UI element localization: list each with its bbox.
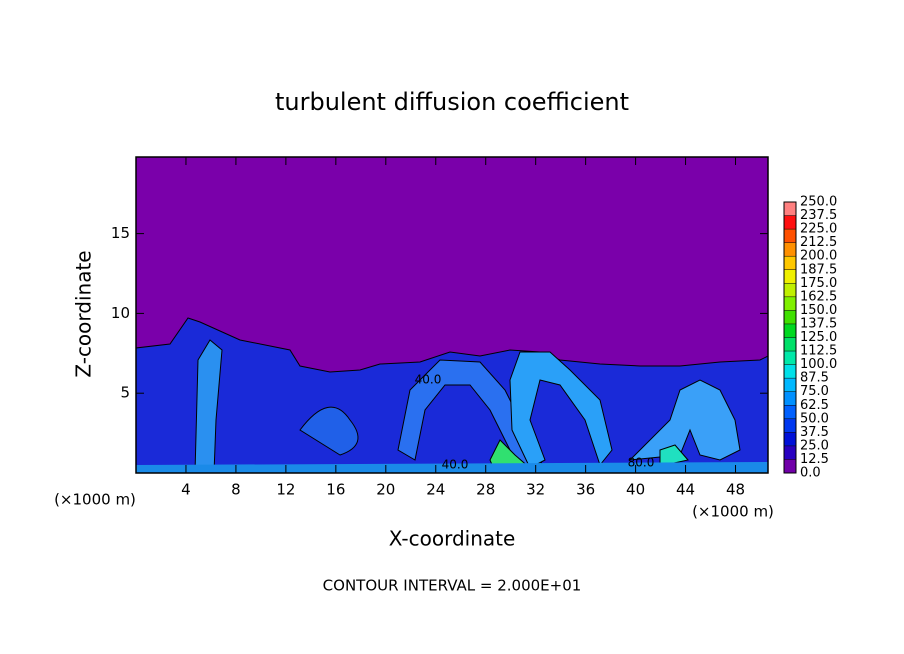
x-tick-label: 40	[626, 481, 645, 499]
colorbar-band	[784, 242, 796, 257]
x-tick-label: 16	[326, 481, 345, 499]
x-unit-label: (×1000 m)	[692, 503, 774, 521]
colorbar-band	[784, 445, 796, 460]
field-plume	[659, 444, 689, 467]
colorbar-band	[784, 418, 796, 433]
colorbar-label: 162.5	[800, 289, 837, 304]
x-tick-label: 28	[476, 481, 495, 499]
chart-title: turbulent diffusion coefficient	[275, 88, 629, 116]
colorbar-label: 112.5	[800, 344, 837, 359]
contour-label: 40.0	[442, 458, 469, 472]
contour-label: 80.0	[628, 456, 655, 470]
colorbar-band	[784, 432, 796, 446]
x-tick-label: 48	[726, 481, 745, 499]
x-tick-label: 44	[676, 481, 695, 499]
x-tick-label: 20	[376, 481, 395, 499]
colorbar-label: 62.5	[800, 398, 829, 413]
colorbar-label: 87.5	[800, 371, 829, 386]
colorbar-label: 200.0	[800, 249, 837, 264]
x-tick-label: 12	[276, 481, 295, 499]
colorbar-band	[784, 229, 796, 243]
colorbar-label: 37.5	[800, 425, 829, 440]
y-tick-label: 15	[111, 224, 130, 242]
colorbar-label: 225.0	[800, 222, 837, 237]
colorbar-band	[784, 405, 796, 419]
colorbar-label: 100.0	[800, 357, 837, 372]
field-plume	[628, 379, 741, 461]
field-surface	[136, 462, 768, 473]
colorbar-label: 75.0	[800, 384, 829, 399]
plot-frame	[135, 156, 769, 474]
colorbar-band	[784, 391, 796, 406]
x-tick-label: 24	[426, 481, 445, 499]
colorbar-band	[784, 337, 796, 352]
colorbar-band	[784, 269, 796, 284]
colorbar-label: 125.0	[800, 330, 837, 345]
y-unit-label: (×1000 m)	[54, 491, 136, 509]
colorbar-band	[784, 256, 796, 270]
colorbar-label: 137.5	[800, 316, 837, 331]
colorbar-label: 250.0	[800, 195, 837, 210]
contour-label: 40.0	[415, 373, 442, 387]
colorbar-band	[784, 283, 796, 297]
colorbar-band	[784, 378, 796, 392]
colorbar-band	[784, 215, 796, 230]
x-axis-label: X-coordinate	[389, 527, 516, 551]
colorbar-label: 237.5	[800, 208, 837, 223]
y-tick-label: 5	[120, 384, 130, 402]
field-eddy	[299, 406, 359, 456]
colorbar-label: 12.5	[800, 452, 829, 467]
x-tick-label: 8	[231, 481, 241, 499]
colorbar-label: 175.0	[800, 276, 837, 291]
colorbar-band	[784, 323, 796, 338]
x-tick-label: 32	[526, 481, 545, 499]
colorbar-label: 25.0	[800, 438, 829, 453]
colorbar-band	[784, 296, 796, 311]
colorbar-label: 187.5	[800, 262, 837, 277]
colorbar-band	[784, 459, 796, 473]
colorbar-band	[784, 310, 796, 324]
x-tick-label: 36	[576, 481, 595, 499]
colorbar-label: 0.0	[800, 466, 821, 481]
colorbar-band	[784, 351, 796, 365]
colorbar-band	[784, 202, 796, 216]
colorbar-label: 150.0	[800, 303, 837, 318]
contour-interval-note: CONTOUR INTERVAL = 2.000E+01	[323, 577, 582, 595]
colorbar-band	[784, 364, 796, 379]
colorbar-label: 212.5	[800, 235, 837, 250]
y-tick-label: 10	[111, 304, 130, 322]
field-region	[135, 317, 769, 474]
contour-field	[135, 157, 769, 474]
x-tick-label: 4	[181, 481, 191, 499]
y-axis-label: Z-coordinate	[72, 250, 96, 377]
colorbar-label: 50.0	[800, 411, 829, 426]
